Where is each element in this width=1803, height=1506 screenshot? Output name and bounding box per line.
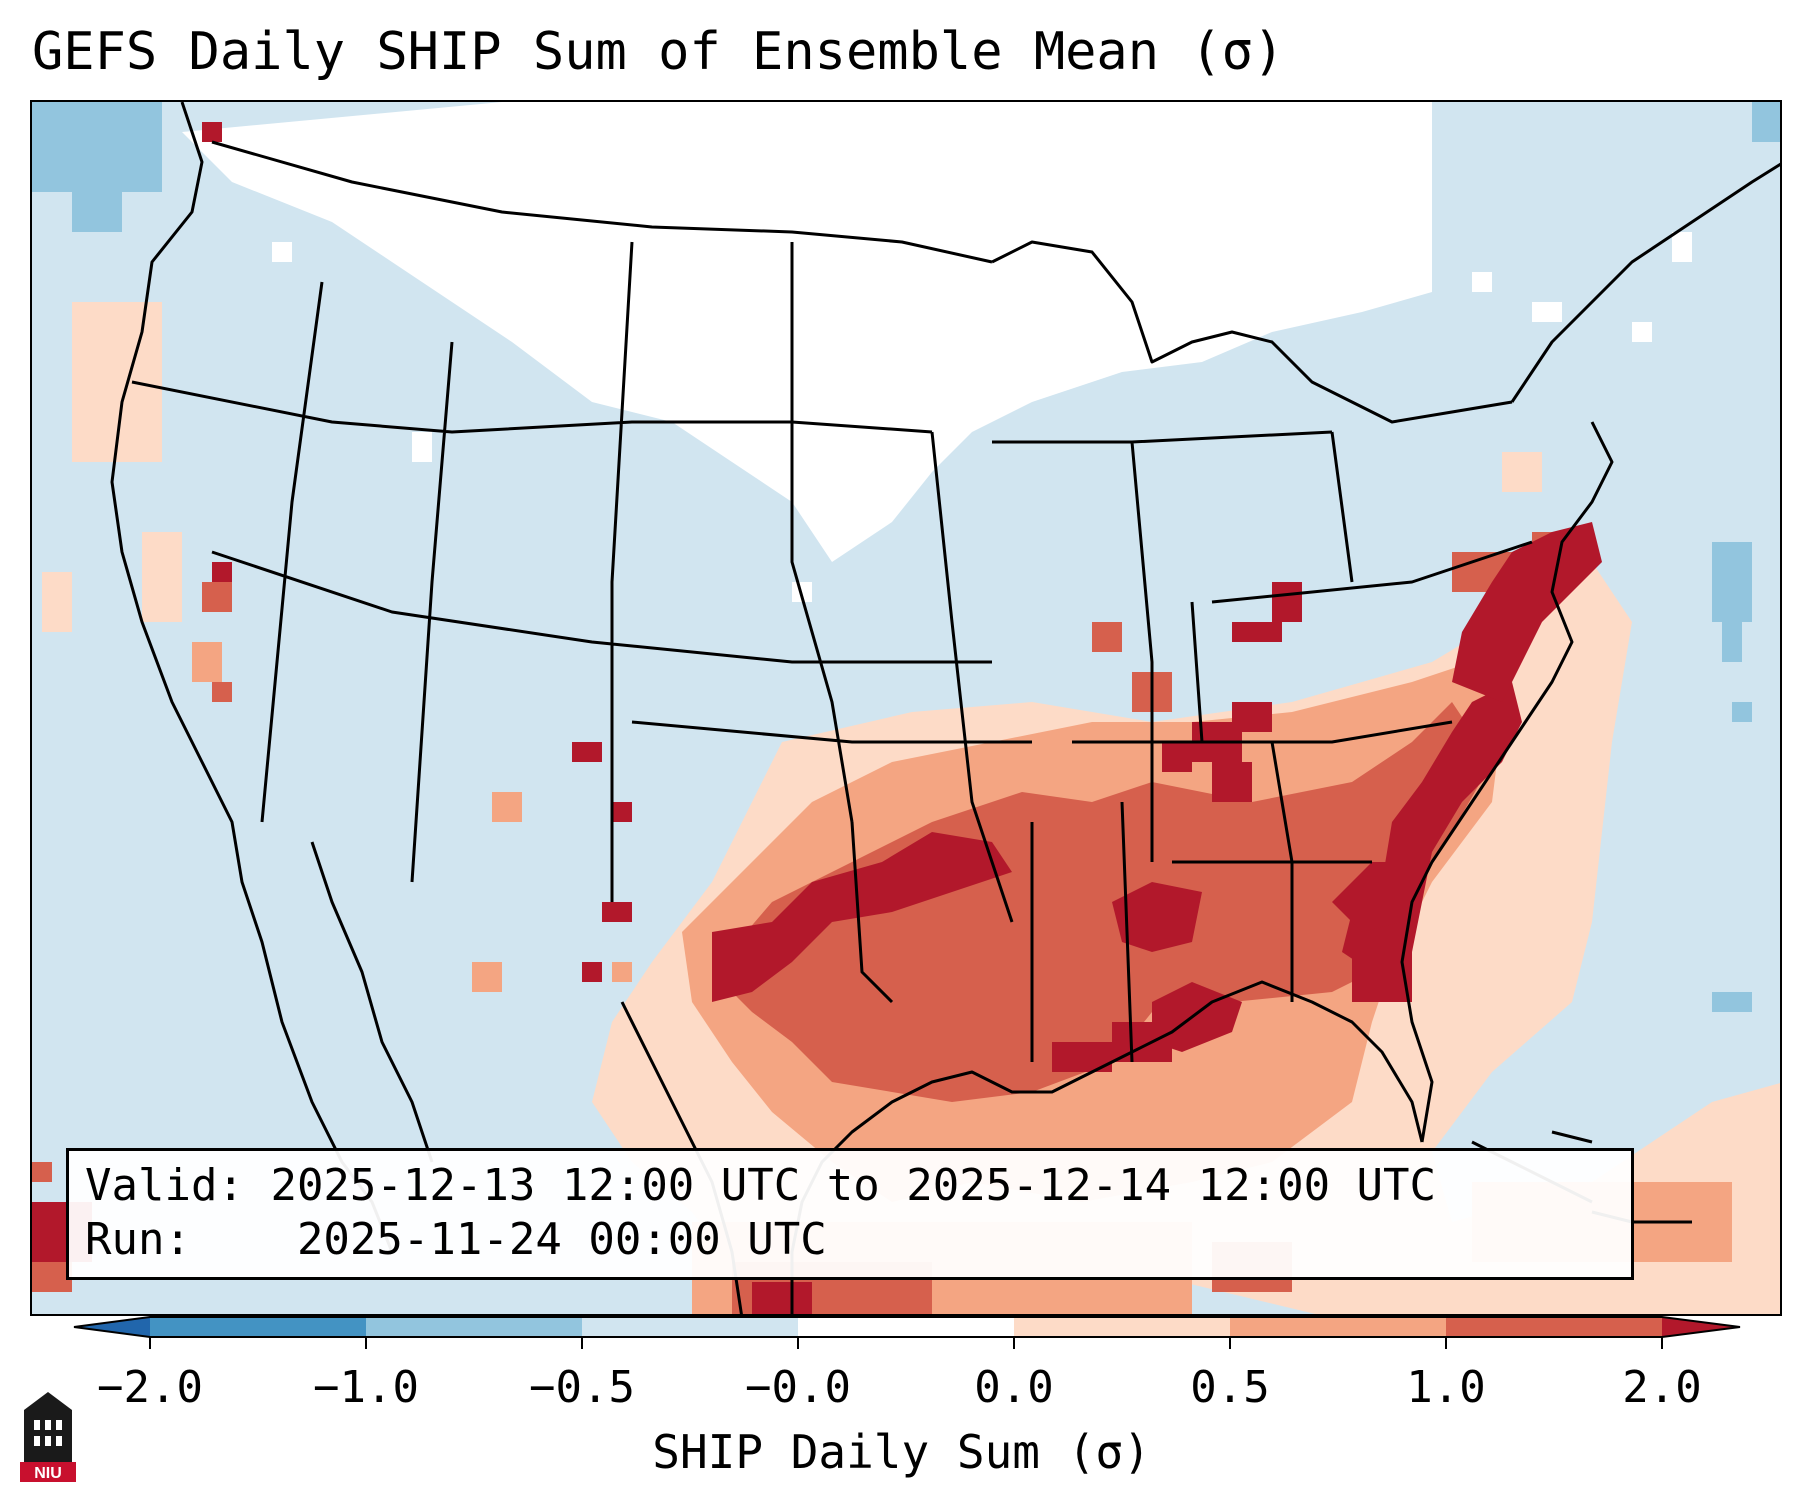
- map-title: GEFS Daily SHIP Sum of Ensemble Mean (σ): [32, 22, 1285, 82]
- colorbar-tick-label: −0.5: [529, 1362, 635, 1413]
- canada-us-border: [211, 140, 993, 264]
- northeast-coast: [1510, 162, 1780, 403]
- west-coastline: [110, 102, 394, 1253]
- colorbar-bin-zero: [798, 1317, 1014, 1337]
- valid-time-text: 2025-12-13 12:00 UTC to 2025-12-14 12:00…: [270, 1160, 1437, 1211]
- colorbar-tick-label: −2.0: [97, 1362, 203, 1413]
- valid-label: Valid:: [85, 1160, 244, 1211]
- map-boundaries: [110, 102, 1780, 1314]
- logo-text: NIU: [34, 1465, 62, 1482]
- colorbar-tick-label: 1.0: [1406, 1362, 1486, 1413]
- colorbar-bin-0-05: [1014, 1317, 1230, 1337]
- colorbar-extend-low: [74, 1317, 150, 1337]
- colorbar-bin-05-1: [1230, 1317, 1446, 1337]
- extreme-positive-region: [32, 122, 1602, 1314]
- colorbar: [73, 1316, 1741, 1349]
- state-lines-central: [631, 242, 1032, 1004]
- map-canvas: [32, 102, 1780, 1314]
- niu-logo-icon: NIU: [20, 1392, 76, 1482]
- colorbar-tick-label: 2.0: [1622, 1362, 1702, 1413]
- run-time-text: 2025-11-24 00:00 UTC: [296, 1214, 827, 1265]
- east-coast: [1400, 421, 1614, 1143]
- colorbar-tick-label: 0.5: [1190, 1362, 1270, 1413]
- colorbar-bin-m05-0: [582, 1317, 798, 1337]
- map-panel: [30, 100, 1782, 1316]
- near-zero-region: [182, 102, 1432, 562]
- state-lines-east: [992, 430, 1533, 1063]
- state-lines-west: [131, 241, 992, 902]
- colorbar-extend-high: [1662, 1317, 1740, 1337]
- colorbar-tick-label: 0.0: [974, 1362, 1054, 1413]
- great-lakes-shore: [991, 240, 1513, 424]
- colorbar-tick-label: −0.0: [745, 1362, 851, 1413]
- valid-run-info-box: Valid: 2025-12-13 12:00 UTC to 2025-12-1…: [66, 1148, 1634, 1280]
- baja-california: [310, 841, 434, 1163]
- colorbar-tick-label: −1.0: [313, 1362, 419, 1413]
- colorbar-label: SHIP Daily Sum (σ): [652, 1425, 1151, 1479]
- colorbar-ticks: [149, 1337, 1663, 1349]
- colorbar-bin-m2-m1: [150, 1317, 366, 1337]
- colorbar-bin-1-2: [1446, 1317, 1662, 1337]
- run-label: Run:: [85, 1214, 191, 1265]
- near-zero-speckles: [272, 222, 1692, 602]
- colorbar-bin-m1-m05: [366, 1317, 582, 1337]
